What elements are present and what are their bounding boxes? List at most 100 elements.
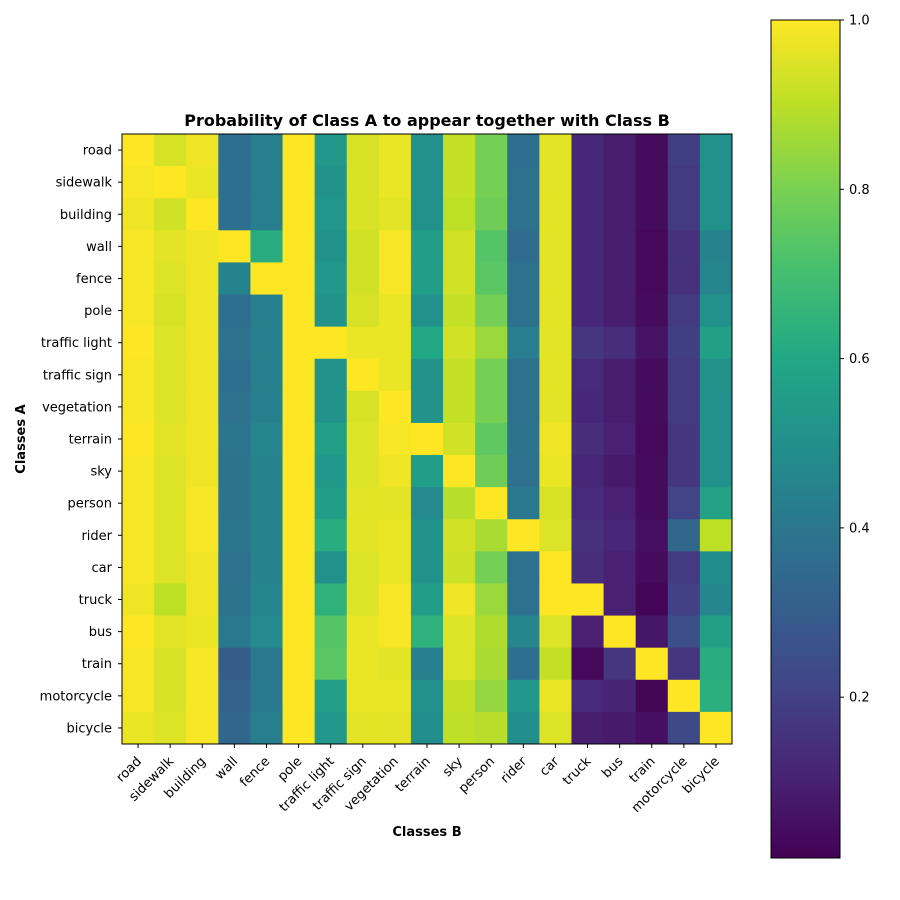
- heatmap-cell: [410, 134, 444, 167]
- heatmap-cell: [378, 198, 412, 231]
- heatmap-cell: [282, 166, 316, 199]
- heatmap-cell: [154, 519, 187, 552]
- heatmap-cell: [410, 551, 444, 584]
- heatmap-cell: [635, 262, 669, 296]
- heatmap-cell: [507, 711, 540, 745]
- heatmap-cell: [282, 519, 316, 552]
- heatmap-cell: [539, 551, 572, 584]
- heatmap-cell: [539, 198, 572, 231]
- heatmap-cell: [314, 294, 348, 328]
- heatmap-cell: [410, 679, 444, 713]
- heatmap-cell: [443, 358, 476, 392]
- heatmap-cell: [443, 262, 476, 296]
- heatmap-cell: [539, 455, 572, 488]
- heatmap-cell: [699, 551, 733, 584]
- heatmap-cell: [378, 647, 412, 681]
- heatmap-cell: [603, 647, 637, 681]
- heatmap-cell: [314, 358, 348, 392]
- heatmap-cell: [475, 615, 508, 649]
- heatmap-cell: [314, 230, 348, 263]
- heatmap-cell: [475, 326, 508, 360]
- heatmap-cell: [154, 134, 187, 167]
- heatmap-cell: [250, 455, 284, 488]
- colorbar-tick-label: 0.6: [849, 352, 870, 367]
- heatmap-cell: [282, 294, 316, 328]
- heatmap-cell: [314, 615, 348, 649]
- heatmap-cell: [539, 647, 572, 681]
- heatmap-cell: [154, 358, 187, 392]
- y-tick-label: vegetation: [42, 400, 112, 415]
- heatmap-cell: [539, 358, 572, 392]
- heatmap-cell: [635, 294, 669, 328]
- heatmap-cell: [667, 294, 701, 328]
- y-tick-label: motorcycle: [40, 689, 112, 704]
- heatmap-cell: [282, 487, 316, 520]
- heatmap-cell: [475, 487, 508, 520]
- heatmap-cell: [410, 230, 444, 263]
- y-tick-label: rider: [81, 529, 112, 544]
- heatmap-cell: [507, 422, 540, 456]
- heatmap-cell: [507, 326, 540, 360]
- heatmap-cell: [346, 455, 380, 488]
- heatmap-cell: [475, 455, 508, 488]
- heatmap-cell: [218, 615, 251, 649]
- heatmap-cell: [186, 134, 219, 167]
- heatmap-cell: [667, 166, 701, 199]
- heatmap-cell: [699, 487, 733, 520]
- heatmap-cell: [154, 455, 187, 488]
- heatmap-cell: [186, 262, 219, 296]
- heatmap-cell: [218, 198, 251, 231]
- heatmap-cell: [571, 230, 605, 263]
- heatmap-cell: [218, 230, 251, 263]
- heatmap-cell: [378, 551, 412, 584]
- heatmap-cell: [410, 294, 444, 328]
- heatmap-cell: [507, 262, 540, 296]
- heatmap-cell: [378, 326, 412, 360]
- heatmap-cell: [539, 134, 572, 167]
- heatmap-cell: [186, 198, 219, 231]
- heatmap-cell: [475, 390, 508, 424]
- heatmap-cell: [635, 519, 669, 552]
- y-tick-label: sidewalk: [56, 176, 113, 191]
- heatmap-cell: [250, 519, 284, 552]
- heatmap-cell: [218, 422, 251, 456]
- heatmap-cell: [603, 455, 637, 488]
- heatmap-cell: [250, 134, 284, 167]
- heatmap-cell: [410, 455, 444, 488]
- y-tick-label: person: [67, 497, 112, 512]
- heatmap-cell: [603, 615, 637, 649]
- heatmap-cell: [571, 551, 605, 584]
- colorbar-ticks: 0.2 0.4 0.6 0.8 1.0: [840, 14, 870, 706]
- heatmap-cell: [475, 230, 508, 263]
- heatmap-cell: [282, 134, 316, 167]
- heatmap-cell: [154, 390, 187, 424]
- heatmap-cell: [378, 487, 412, 520]
- heatmap-cell: [603, 519, 637, 552]
- heatmap-cell: [699, 422, 733, 456]
- heatmap-cell: [507, 230, 540, 263]
- heatmap-cell: [250, 294, 284, 328]
- heatmap-cell: [699, 134, 733, 167]
- heatmap-cell: [571, 326, 605, 360]
- heatmap-cell: [475, 134, 508, 167]
- heatmap-cell: [314, 166, 348, 199]
- heatmap-cell: [378, 230, 412, 263]
- heatmap-cell: [635, 455, 669, 488]
- heatmap-cell: [475, 679, 508, 713]
- heatmap-cell: [186, 519, 219, 552]
- heatmap-cell: [346, 711, 380, 745]
- heatmap-cell: [667, 230, 701, 263]
- heatmap-cell: [443, 198, 476, 231]
- heatmap-cell: [378, 519, 412, 552]
- heatmap-cell: [314, 422, 348, 456]
- colorbar-tick-label: 0.8: [849, 183, 870, 198]
- heatmap-cell: [699, 390, 733, 424]
- heatmap-cell: [507, 390, 540, 424]
- heatmap-cell: [410, 358, 444, 392]
- heatmap-cell: [410, 487, 444, 520]
- heatmap-cell: [282, 326, 316, 360]
- heatmap-cell: [250, 358, 284, 392]
- heatmap-cell: [443, 551, 476, 584]
- heatmap-cell: [410, 166, 444, 199]
